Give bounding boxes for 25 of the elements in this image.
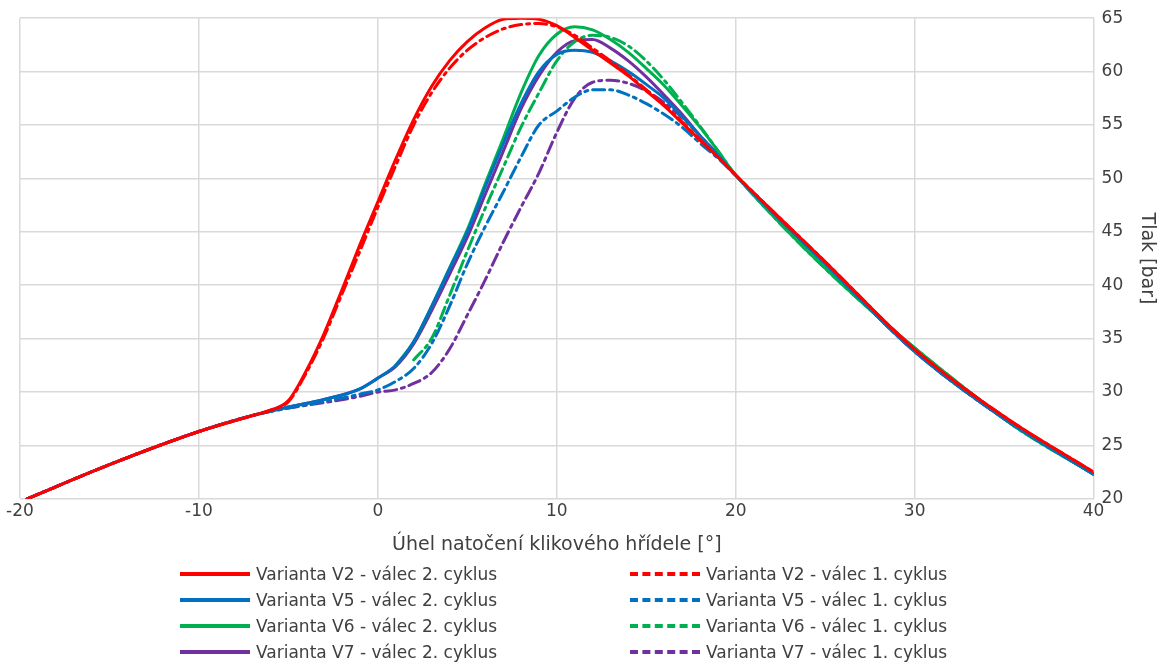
legend-label: Varianta V6 - válec 1. cyklus (706, 616, 948, 636)
y2-tick-label: 30 (1101, 380, 1124, 401)
legend-label: Varianta V7 - válec 2. cyklus (256, 642, 498, 662)
y2-tick-label: 45 (1101, 220, 1124, 241)
legend-label: Varianta V6 - válec 2. cyklus (256, 616, 498, 636)
x-tick-label: 30 (903, 500, 926, 521)
x-tick-label: 10 (545, 500, 568, 521)
y2-tick-label: 55 (1101, 113, 1124, 134)
legend-label: Varianta V5 - válec 1. cyklus (706, 590, 948, 610)
x-tick-label: -10 (185, 500, 213, 521)
y2-tick-label: 65 (1101, 6, 1124, 27)
y2-tick-label: 35 (1101, 327, 1124, 348)
x-tick-label: 0 (372, 500, 384, 521)
y2-tick-label: 25 (1101, 433, 1124, 454)
y2-tick-label: 50 (1101, 166, 1124, 187)
legend-label: Varianta V5 - válec 2. cyklus (256, 590, 498, 610)
legend-label: Varianta V2 - válec 1. cyklus (706, 564, 948, 584)
x-tick-label: -20 (6, 500, 34, 521)
y2-tick-label: 40 (1101, 273, 1124, 294)
legend-label: Varianta V2 - válec 2. cyklus (256, 564, 498, 584)
x-axis-title: Úhel natočení klikového hřídele [°] (391, 530, 722, 554)
y2-axis-title: Tlak [bar] (1137, 211, 1160, 305)
legend-label: Varianta V7 - válec 1. cyklus (706, 642, 948, 662)
x-tick-label: 20 (724, 500, 747, 521)
y2-tick-label: 60 (1101, 60, 1124, 81)
